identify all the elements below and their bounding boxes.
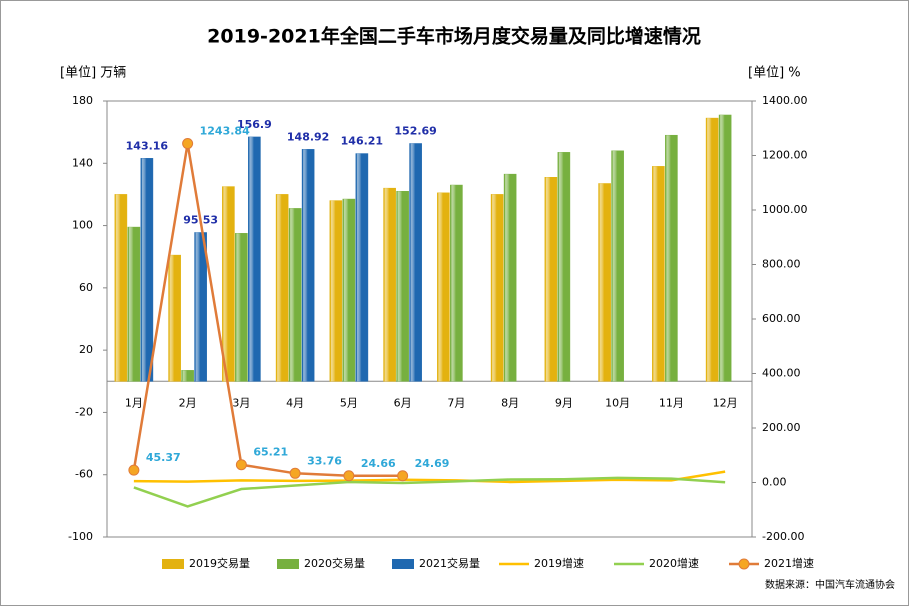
y2-tick-label: 600.00 [762,312,801,325]
bar-shade [128,227,139,382]
x-tick-label: 10月 [605,396,630,409]
x-tick-label: 3月 [232,396,250,409]
marker [343,470,355,482]
bar-shade [330,200,341,382]
y-axis-label: [单位] 万辆 [60,66,126,81]
legend-label: 2020交易量 [304,556,365,570]
y2-tick-label: 400.00 [762,367,801,380]
marker [128,464,140,476]
bar-shade [599,183,610,382]
bar-shade [290,208,301,382]
legend-swatch [277,559,299,569]
bar-shade [653,166,664,382]
x-tick-label: 7月 [447,396,465,409]
y-tick-label: 140 [72,156,93,169]
x-tick-label: 4月 [286,396,304,409]
marker [235,459,247,471]
y-tick-label: -20 [75,405,93,418]
x-tick-label: 6月 [394,396,412,409]
y2-tick-label: 1200.00 [762,149,808,162]
data-label: 1243.84 [200,125,250,138]
x-tick-label: 12月 [713,396,738,409]
bar-shade [277,194,288,382]
y2-tick-label: 1000.00 [762,203,808,216]
y2-tick-label: -200.00 [762,530,804,543]
bar-shade [141,158,152,382]
bar-shade [438,192,449,382]
legend-swatch [392,559,414,569]
bar-shade [612,150,623,382]
data-label: 24.66 [361,457,396,470]
bar-shade [558,152,569,382]
y2-tick-label: 1400.00 [762,94,808,107]
y-tick-label: 60 [79,281,93,294]
legend-label: 2019交易量 [189,556,250,570]
legend-swatch [162,559,184,569]
data-label: 156.9 [237,118,272,131]
bar-shade [410,143,421,382]
data-label: 65.21 [253,446,288,459]
marker [182,138,194,150]
chart-title: 2019-2021年全国二手车市场月度交易量及同比增速情况 [207,25,701,48]
marker [397,470,409,482]
bar-shade [195,232,206,382]
bar-shade [236,233,247,382]
bar-shade [223,186,234,382]
bar-shade [169,255,180,382]
bar-shade [451,185,462,382]
y2-axis-label: [单位] % [748,66,801,81]
x-tick-label: 1月 [125,396,143,409]
x-tick-label: 2月 [179,396,197,409]
legend-label: 2019增速 [534,556,584,570]
bar-shade [505,174,516,382]
bar-shade [397,191,408,382]
legend-label: 2020增速 [649,556,699,570]
bar-shade [666,135,677,382]
data-label: 24.69 [415,457,450,470]
marker [289,467,301,479]
data-label: 143.16 [126,139,169,152]
y-tick-label: 100 [72,219,93,232]
bar-shade [182,370,193,382]
data-label: 152.69 [394,125,436,138]
bar-shade [115,194,126,382]
source-note: 数据来源：中国汽车流通协会 [765,578,895,591]
data-label: 148.92 [287,130,329,143]
y-tick-label: 20 [79,343,93,356]
y-tick-label: 180 [72,94,93,107]
bar-shade [720,115,731,382]
line [133,470,726,484]
bar-shade [249,136,260,382]
data-label: 146.21 [341,135,383,148]
legend-label: 2021交易量 [419,556,480,570]
bar-shade [492,194,503,382]
bar-shade [303,149,314,382]
bar-shade [356,153,367,382]
legend-label: 2021增速 [764,556,814,570]
x-tick-label: 9月 [555,396,573,409]
line [133,476,726,508]
y-tick-label: -60 [75,468,93,481]
line [132,143,403,478]
data-label: 45.37 [146,451,181,464]
bar-shade [343,199,354,382]
y2-tick-label: 0.00 [762,476,787,489]
x-tick-label: 11月 [659,396,684,409]
legend-marker [738,558,750,570]
x-tick-label: 8月 [501,396,519,409]
y2-tick-label: 800.00 [762,258,801,271]
data-label: 33.76 [307,454,342,467]
x-tick-label: 5月 [340,396,358,409]
bar-shade [384,188,395,382]
y2-tick-label: 200.00 [762,421,801,434]
bar-shade [545,177,556,382]
bar-shade [707,118,718,382]
y-tick-label: -100 [68,530,93,543]
